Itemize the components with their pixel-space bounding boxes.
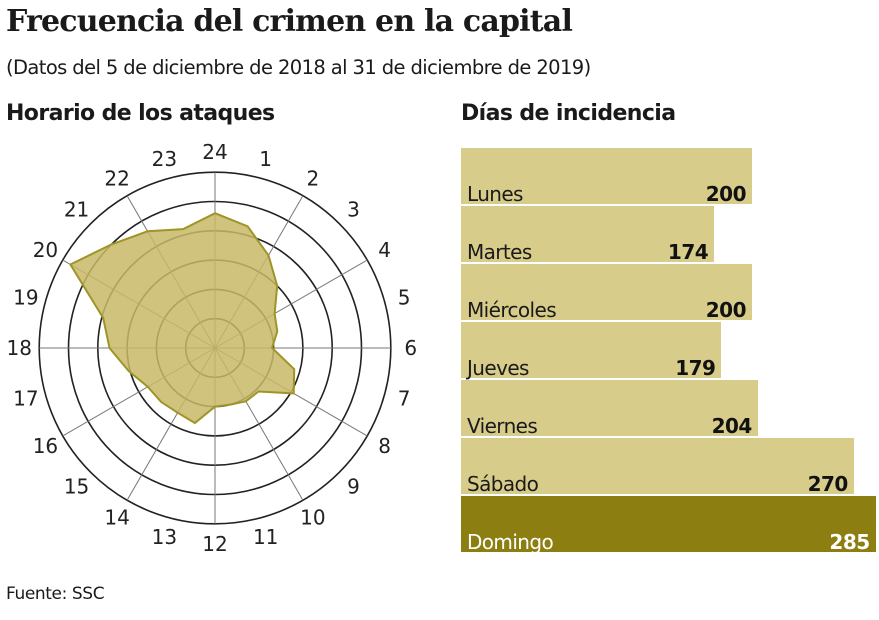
hour-label: 22 <box>104 166 129 190</box>
hour-label: 11 <box>253 525 278 549</box>
subtitle: (Datos del 5 de diciembre de 2018 al 31 … <box>6 56 591 79</box>
bar-jueves: Jueves 179 <box>461 322 722 380</box>
hour-label: 9 <box>347 474 360 498</box>
bar-value: 174 <box>667 240 709 264</box>
bar-label: Viernes <box>467 414 538 438</box>
bar-miércoles: Miércoles 200 <box>461 264 752 322</box>
radar-area <box>68 212 296 425</box>
hour-label: 8 <box>378 434 391 458</box>
bar-value: 270 <box>807 472 849 496</box>
hour-label: 21 <box>64 198 89 222</box>
source-note: Fuente: SSC <box>6 584 105 604</box>
hour-label: 19 <box>13 285 38 309</box>
bar-value: 285 <box>829 530 870 554</box>
bar-label: Martes <box>467 240 532 264</box>
bar-lunes: Lunes 200 <box>461 148 752 206</box>
bar-domingo: Domingo 285 <box>461 496 876 554</box>
bar-value: 204 <box>711 414 753 438</box>
hour-label: 6 <box>404 336 417 360</box>
bar-label: Domingo <box>467 530 554 554</box>
hour-label: 13 <box>152 525 177 549</box>
bar-label: Lunes <box>467 182 523 206</box>
hour-label: 20 <box>33 238 58 262</box>
hour-label: 23 <box>152 147 177 171</box>
bar-label: Sábado <box>467 472 539 496</box>
bar-value: 200 <box>705 182 747 206</box>
bar-value: 179 <box>675 356 716 380</box>
hour-label: 24 <box>202 140 227 164</box>
hour-label: 14 <box>104 506 129 530</box>
hour-label: 12 <box>202 532 227 556</box>
bar-sábado: Sábado 270 <box>461 438 854 496</box>
radar-title: Horario de los ataques <box>6 101 275 126</box>
hour-label: 10 <box>300 506 325 530</box>
hour-label: 18 <box>6 336 31 360</box>
hour-label: 15 <box>64 474 89 498</box>
bar-title: Días de incidencia <box>461 101 676 126</box>
hour-label: 5 <box>398 285 411 309</box>
hour-label: 7 <box>398 387 411 411</box>
bar-value: 200 <box>705 298 747 322</box>
page-title: Frecuencia del crimen en la capital <box>6 4 573 39</box>
hour-label: 3 <box>347 198 360 222</box>
bar-label: Miércoles <box>467 298 557 322</box>
bar-martes: Martes 174 <box>461 206 715 264</box>
hour-label: 16 <box>33 434 58 458</box>
hour-label: 2 <box>307 166 320 190</box>
bar-label: Jueves <box>467 356 529 380</box>
hour-label: 1 <box>259 147 272 171</box>
hour-label: 4 <box>378 238 391 262</box>
hour-label: 17 <box>13 387 38 411</box>
bar-viernes: Viernes 204 <box>461 380 758 438</box>
